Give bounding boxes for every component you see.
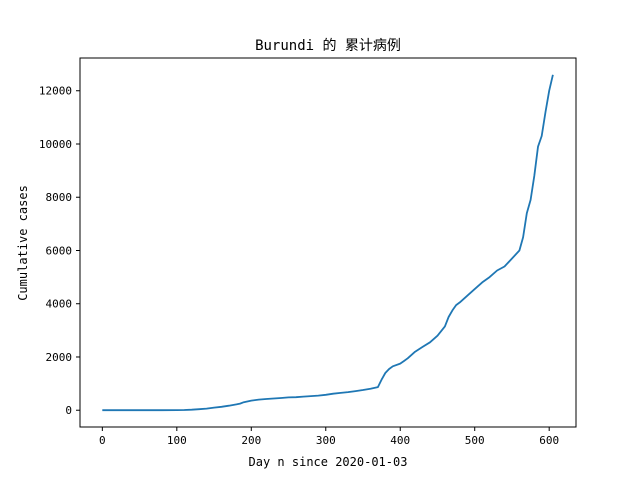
y-tick-label: 4000 <box>46 298 73 311</box>
x-tick-label: 300 <box>316 434 336 447</box>
y-axis: 0 2000 4000 6000 8000 10000 12000 <box>39 85 80 417</box>
x-axis-label: Day n since 2020-01-03 <box>249 455 408 469</box>
y-tick-label: 10000 <box>39 138 72 151</box>
x-tick-label: 400 <box>390 434 410 447</box>
x-tick-label: 0 <box>99 434 106 447</box>
y-tick-label: 12000 <box>39 85 72 98</box>
y-tick-label: 6000 <box>46 244 73 257</box>
x-tick-label: 600 <box>539 434 559 447</box>
y-tick-label: 0 <box>65 404 72 417</box>
y-tick-label: 2000 <box>46 351 73 364</box>
series-line <box>102 74 554 412</box>
y-axis-label: Cumulative cases <box>16 185 30 301</box>
plot-area <box>79 57 577 428</box>
series-layer <box>102 74 554 412</box>
x-tick-label: 500 <box>465 434 485 447</box>
chart-title: Burundi 的 累计病例 <box>255 38 401 54</box>
x-tick-label: 100 <box>167 434 187 447</box>
x-tick-label: 200 <box>241 434 261 447</box>
x-axis: 0 100 200 300 400 500 600 <box>99 427 559 447</box>
y-tick-label: 8000 <box>46 191 73 204</box>
